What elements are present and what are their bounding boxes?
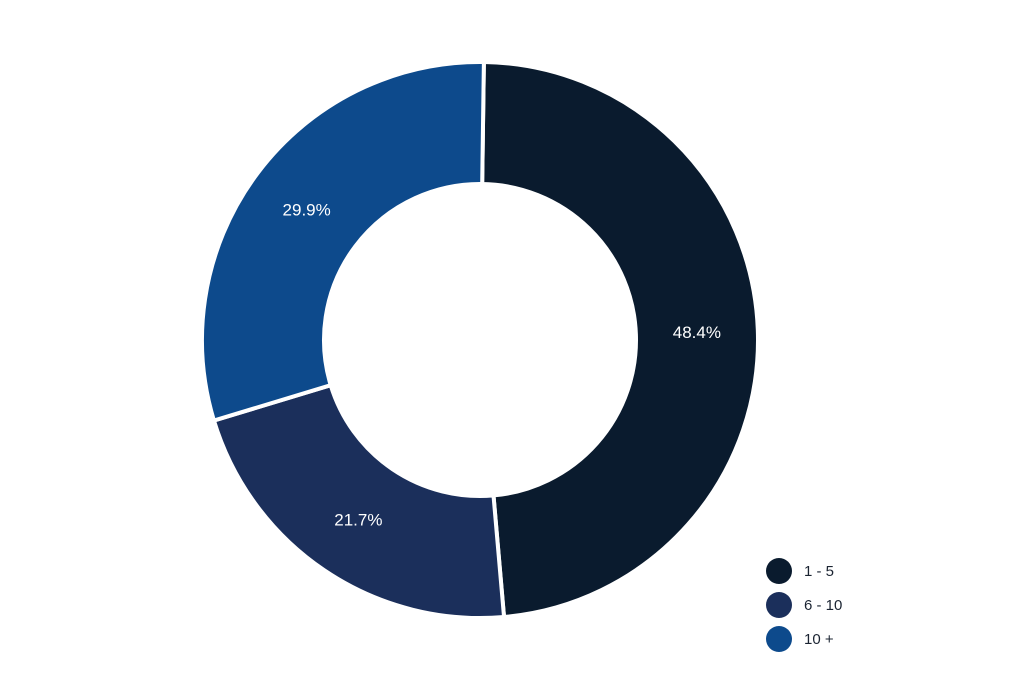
slice-label: 48.4% (673, 323, 721, 342)
slice-label: 21.7% (334, 511, 382, 530)
legend-item-10-plus: 10 + (766, 622, 886, 656)
legend-label: 10 + (804, 630, 834, 648)
slices-group (200, 59, 760, 620)
slice-10 (200, 60, 486, 424)
slice-1-5 (480, 59, 760, 620)
slice-6-10 (211, 382, 507, 620)
legend-swatch-6-10 (766, 592, 792, 618)
legend-label: 6 - 10 (804, 596, 843, 614)
slice-labels-group: 48.4% 21.7% 29.9% (283, 200, 721, 529)
legend-swatch-10-plus (766, 626, 792, 652)
slice-label: 29.9% (283, 200, 331, 219)
legend: 1 - 5 6 - 10 10 + (766, 554, 886, 656)
legend-label: 1 - 5 (804, 562, 835, 580)
legend-item-1-5: 1 - 5 (766, 554, 886, 588)
legend-item-6-10: 6 - 10 (766, 588, 886, 622)
legend-swatch-1-5 (766, 558, 792, 584)
